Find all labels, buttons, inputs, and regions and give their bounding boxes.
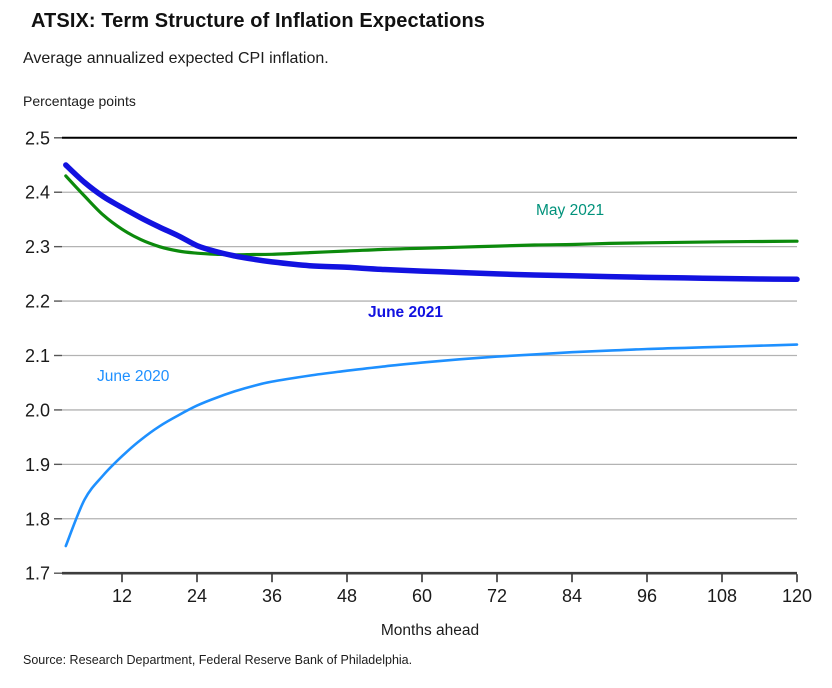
series-label-june-2021: June 2021 <box>368 304 443 321</box>
y-tick-label: 2.5 <box>25 128 50 148</box>
x-tick-label: 24 <box>187 586 207 606</box>
y-tick-label: 1.8 <box>25 509 50 529</box>
x-tick-label: 120 <box>782 586 812 606</box>
x-tick-label: 60 <box>412 586 432 606</box>
x-tick-label: 12 <box>112 586 132 606</box>
series-label-june-2020: June 2020 <box>97 368 170 385</box>
series-line-may-2021 <box>64 174 799 257</box>
series-line-june-2021 <box>63 162 800 283</box>
y-tick-label: 1.9 <box>25 455 50 475</box>
x-tick-label: 96 <box>637 586 657 606</box>
series-line-june-2020 <box>64 343 799 548</box>
y-tick-label: 2.0 <box>25 400 50 420</box>
x-axis-label: Months ahead <box>380 622 480 639</box>
x-tick-label: 108 <box>707 586 737 606</box>
x-tick-label: 72 <box>487 586 507 606</box>
series-label-may-2021: May 2021 <box>536 202 605 219</box>
y-tick-label: 2.1 <box>25 346 50 366</box>
y-tick-label: 2.3 <box>25 237 50 257</box>
chart-title: ATSIX: Term Structure of Inflation Expec… <box>31 10 486 32</box>
source-note: Source: Research Department, Federal Res… <box>23 653 413 667</box>
x-tick-label: 48 <box>337 586 357 606</box>
y-tick-label: 1.7 <box>25 564 50 584</box>
y-tick-label: 2.4 <box>25 183 50 203</box>
x-tick-label: 36 <box>262 586 282 606</box>
y-axis-unit-label: Percentage points <box>23 93 136 109</box>
x-tick-label: 84 <box>562 586 582 606</box>
chart-subtitle: Average annualized expected CPI inflatio… <box>23 50 329 67</box>
y-tick-label: 2.2 <box>25 292 50 312</box>
